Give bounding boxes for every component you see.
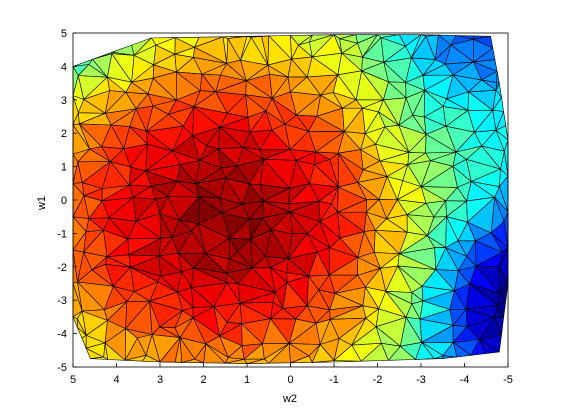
surface-triangle <box>450 38 474 63</box>
y-tick-label: 3 <box>61 95 67 107</box>
surface-triangle <box>341 42 363 58</box>
y-tick-label: 1 <box>61 162 67 174</box>
surface-triangle <box>492 109 504 131</box>
x-tick-label: -3 <box>416 374 426 386</box>
y-tick-label: -5 <box>57 362 67 374</box>
x-tick-label: 3 <box>157 374 163 386</box>
surface-triangle <box>72 310 83 320</box>
surface-triangle <box>481 129 505 152</box>
x-tick-label: 4 <box>113 374 119 386</box>
x-tick-label: 2 <box>200 374 206 386</box>
x-axis-label: w2 <box>282 393 297 405</box>
x-tick-label: -4 <box>460 374 470 386</box>
surface-triangle <box>298 41 313 58</box>
surface-triangle <box>85 342 106 358</box>
surface-triangle <box>469 283 500 306</box>
y-tick-label: 4 <box>61 61 67 73</box>
x-tick-label: 0 <box>287 374 293 386</box>
y-axis-label: w1 <box>36 196 48 211</box>
triangulated-surface <box>72 34 509 365</box>
surface-triangle <box>475 232 503 253</box>
x-tick-label: 5 <box>70 374 76 386</box>
x-tick-label: -5 <box>503 374 513 386</box>
x-tick-label: 1 <box>244 374 250 386</box>
surface-triangle <box>492 90 502 111</box>
x-axis: 5 4 3 2 1 0 -1 -2 -3 -4 -5 <box>70 363 513 386</box>
y-axis: 5 4 3 2 1 0 -1 -2 -3 -4 -5 <box>57 28 77 374</box>
surface-triangle <box>442 342 458 358</box>
y-tick-label: 0 <box>61 195 67 207</box>
y-tick-label: -3 <box>57 295 67 307</box>
y-tick-label: 5 <box>61 28 67 40</box>
surface-triangle <box>137 334 153 356</box>
x-tick-label: -2 <box>373 374 383 386</box>
surface-triangle <box>383 45 412 63</box>
surface-triangle <box>411 35 436 60</box>
y-tick-label: -4 <box>57 329 67 341</box>
surface-triangle <box>490 196 505 234</box>
surface-triangle <box>250 36 269 66</box>
surface-triangle <box>78 64 108 78</box>
x-tick-label: -1 <box>329 374 339 386</box>
surface-triangle <box>465 304 498 318</box>
surface-triangle <box>481 79 497 91</box>
surface-triangle <box>159 337 181 363</box>
y-tick-label: 2 <box>61 128 67 140</box>
y-tick-label: -1 <box>57 228 67 240</box>
surface-triangle <box>470 168 501 187</box>
y-tick-label: -2 <box>57 262 67 274</box>
